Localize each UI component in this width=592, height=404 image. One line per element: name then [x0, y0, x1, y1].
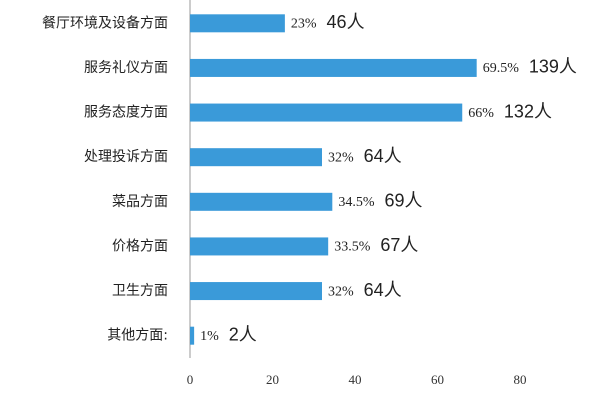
count-label: 64人	[364, 146, 402, 166]
x-tick-label: 40	[349, 372, 362, 387]
x-tick-label: 20	[266, 372, 279, 387]
value-label: 66%	[468, 106, 494, 121]
category-label: 价格方面	[112, 238, 168, 254]
x-tick-label: 0	[187, 372, 194, 387]
value-label: 23%	[291, 17, 317, 32]
count-label: 69人	[384, 191, 422, 211]
x-tick-label: 80	[514, 372, 527, 387]
bar	[190, 58, 477, 77]
count-label: 67人	[380, 235, 418, 255]
bar	[190, 148, 322, 167]
category-label: 服务礼仪方面	[84, 60, 168, 76]
count-label: 132人	[504, 101, 552, 121]
count-label: 139人	[529, 57, 577, 77]
value-label: 34.5%	[338, 195, 375, 210]
category-label: 服务态度方面	[84, 105, 168, 121]
category-label: 其他方面:	[107, 328, 168, 344]
category-label: 卫生方面	[112, 283, 168, 299]
bar	[190, 103, 463, 122]
x-tick-label: 60	[431, 372, 444, 387]
bar	[190, 14, 285, 33]
category-label: 菜品方面	[112, 194, 168, 210]
bar	[190, 282, 322, 301]
bar	[190, 192, 333, 211]
value-label: 32%	[328, 150, 354, 165]
value-label: 69.5%	[483, 61, 520, 76]
count-label: 64人	[364, 280, 402, 300]
value-label: 32%	[328, 284, 354, 299]
value-label: 1%	[200, 329, 219, 344]
category-label: 处理投诉方面	[84, 149, 168, 165]
value-label: 33.5%	[334, 240, 371, 255]
bar	[190, 326, 195, 345]
count-label: 46人	[327, 12, 365, 32]
count-label: 2人	[229, 324, 257, 344]
bar	[190, 237, 329, 256]
category-label: 餐厅环境及设备方面	[42, 14, 168, 31]
